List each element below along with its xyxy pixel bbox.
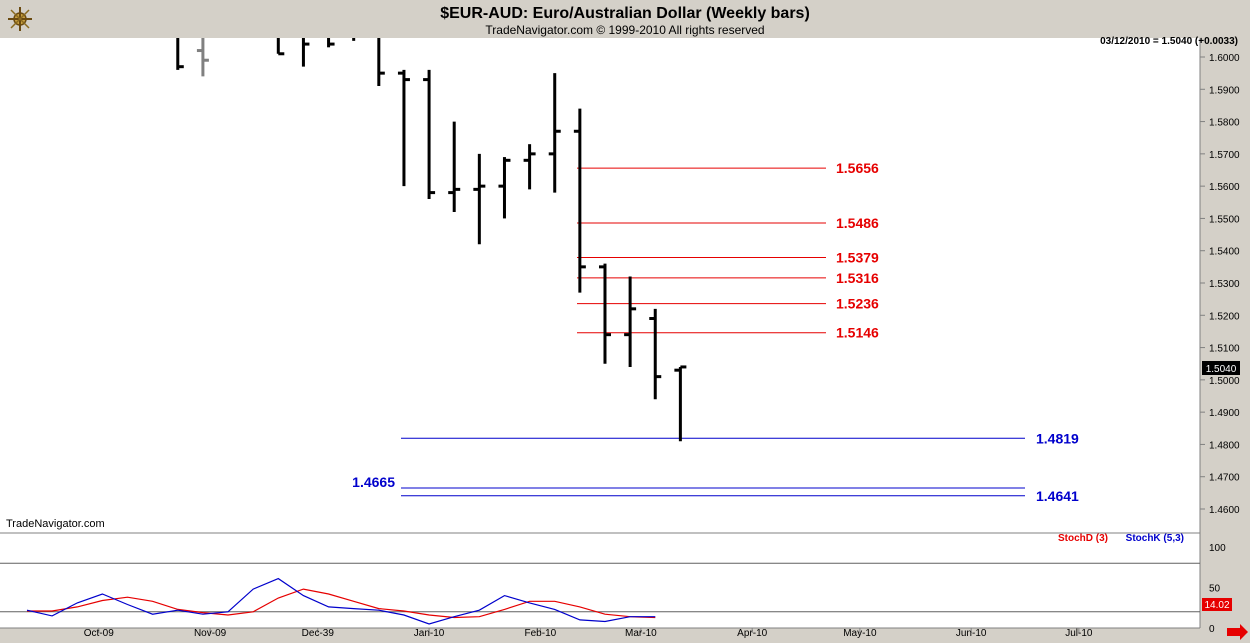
x-tick-label: Dec-39 — [302, 628, 335, 639]
price-y-tick-label: 1.5800 — [1209, 118, 1240, 129]
trade-navigator-logo-icon — [8, 7, 32, 31]
price-panel — [0, 38, 1200, 533]
x-tick-label: Jan-10 — [414, 628, 445, 639]
watermark: TradeNavigator.com — [6, 518, 105, 530]
last-stoch-tag — [1202, 598, 1232, 611]
last-price-tag — [1202, 361, 1240, 375]
support-label: 1.4641 — [1036, 488, 1079, 504]
resistance-label: 1.5146 — [836, 325, 879, 341]
support-label: 1.4665 — [352, 474, 395, 490]
chart-title: $EUR-AUD: Euro/Australian Dollar (Weekly… — [440, 5, 810, 22]
resistance-label: 1.5486 — [836, 215, 879, 231]
price-y-tick-label: 1.5100 — [1209, 344, 1240, 355]
price-y-tick-label: 1.5300 — [1209, 279, 1240, 290]
resistance-label: 1.5236 — [836, 296, 879, 312]
price-y-tick-label: 1.4800 — [1209, 440, 1240, 451]
resistance-label: 1.5316 — [836, 270, 879, 286]
x-tick-label: May-10 — [843, 628, 877, 639]
last-price-label: 1.5040 — [1206, 364, 1237, 375]
support-label: 1.4819 — [1036, 430, 1079, 446]
resistance-label: 1.5656 — [836, 160, 879, 176]
price-y-tick-label: 1.4900 — [1209, 408, 1240, 419]
price-bars — [176, 38, 687, 442]
last-stoch-label: 14.02 — [1204, 600, 1229, 611]
stochastic-lines — [0, 562, 1200, 625]
x-tick-label: Jul-10 — [1065, 628, 1093, 639]
price-y-tick-label: 1.4600 — [1209, 505, 1240, 516]
stoch-k-line — [26, 577, 656, 625]
price-y-tick-label: 1.4700 — [1209, 473, 1240, 484]
x-tick-label: Apr-10 — [737, 628, 767, 639]
scroll-right-arrow-icon[interactable] — [1227, 624, 1248, 640]
level-lines: 1.5656 1.5486 1.5379 1.5316 1.5236 1.5146 1.48… — [352, 160, 1079, 504]
price-y-tick-label: 1.5000 — [1209, 376, 1240, 387]
stoch-d-line — [27, 588, 656, 619]
x-tick-label: Feb-10 — [525, 628, 557, 639]
price-y-tick-label: 1.5200 — [1209, 311, 1240, 322]
x-tick-label: Jun-10 — [956, 628, 987, 639]
legend-stoch-k: StochK (5,3) — [1126, 533, 1184, 544]
x-tick-label: Oct-09 — [84, 628, 114, 639]
price-y-tick-label: 1.5700 — [1209, 150, 1240, 161]
price-y-tick-label: 1.5500 — [1209, 214, 1240, 225]
price-y-tick-label: 1.5400 — [1209, 247, 1240, 258]
price-y-tick-label: 1.6000 — [1209, 53, 1240, 64]
x-tick-label: Mar-10 — [625, 628, 657, 639]
x-tick-label: Nov-09 — [194, 628, 227, 639]
stochastic-panel — [0, 533, 1200, 628]
stoch-y-tick-label: 100 — [1209, 543, 1226, 554]
price-y-tick-label: 1.5900 — [1209, 85, 1240, 96]
stoch-y-tick-label: 0 — [1209, 624, 1215, 635]
legend-stoch-d: StochD (3) — [1058, 533, 1108, 544]
last-readout: 03/12/2010 = 1.5040 (+0.0033) — [1100, 36, 1238, 47]
stoch-y-tick-label: 50 — [1209, 584, 1221, 595]
axis-ticks: 1.6000 1.5900 1.5800 1.5700 1.5600 1.5500 1.54… — [84, 53, 1240, 639]
price-y-tick-label: 1.5600 — [1209, 182, 1240, 193]
chart-subtitle: TradeNavigator.com © 1999-2010 All right… — [485, 23, 765, 37]
resistance-label: 1.5379 — [836, 249, 879, 265]
